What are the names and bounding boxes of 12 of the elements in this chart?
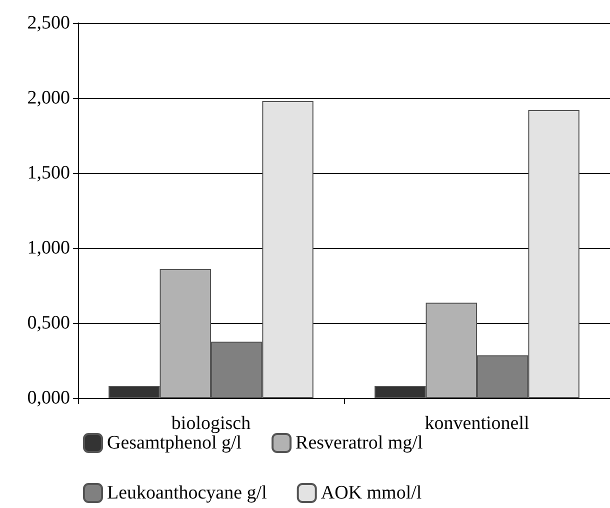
x-tick-label: biologisch [171,413,252,434]
y-tick-label: 1,000 [27,238,70,258]
legend-label: Resveratrol mg/l [296,432,423,454]
x-tick-label: konventionell [424,413,530,434]
y-tick-label: 2,500 [27,12,70,34]
y-tick-label: 0,000 [27,388,70,408]
legend-label: Leukoanthocyane g/l [107,482,267,504]
legend-label: AOK mmol/l [320,482,422,504]
legend-label: Gesamtphenol g/l [107,432,242,454]
y-tick-label: 0,500 [27,312,70,334]
y-tick-label: 1,500 [27,162,70,184]
y-tick-label: 2,000 [27,88,70,108]
